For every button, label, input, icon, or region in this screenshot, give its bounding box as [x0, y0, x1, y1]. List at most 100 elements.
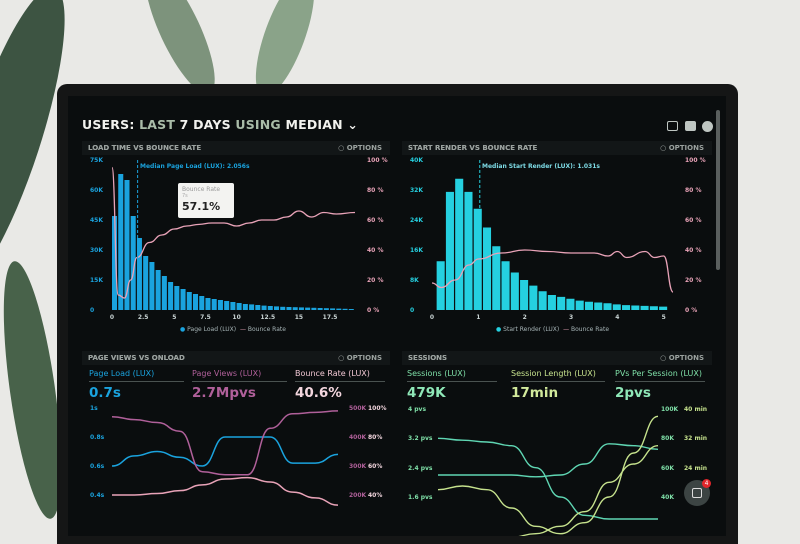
histogram-bar	[292, 307, 298, 310]
histogram-bar	[124, 180, 130, 310]
y-tick-label: 4 pvs	[408, 406, 426, 413]
metric-label: Page Views (LUX)	[192, 369, 287, 382]
y-tick-label: 30K	[90, 247, 103, 254]
y-tick-label: 75K	[90, 157, 103, 164]
histogram-bar	[348, 309, 354, 310]
y3-tick-label: 40 min	[684, 406, 707, 413]
y-tick-label: 16K	[410, 247, 423, 254]
y2-tick-label: 400K	[349, 434, 367, 441]
series-line	[111, 410, 339, 476]
x-tick-label: 2	[523, 314, 527, 321]
y2-tick-label: 60 %	[367, 217, 383, 224]
histogram-bar	[529, 285, 538, 310]
y-tick-label: 1s	[90, 405, 98, 412]
chart-title: START RENDER VS BOUNCE RATE	[408, 144, 538, 152]
page-title[interactable]: USERS: LAST 7 DAYS USING MEDIAN ⌄	[82, 117, 358, 132]
title-last: LAST	[139, 117, 176, 132]
histogram-bar	[112, 216, 118, 310]
options-button[interactable]: ○ OPTIONS	[338, 144, 382, 152]
scrollbar[interactable]	[716, 110, 720, 270]
y-tick-label: 0.8s	[90, 434, 105, 441]
title-range: 7 DAYS	[179, 117, 231, 132]
options-label: OPTIONS	[346, 144, 382, 152]
y2-tick-label: 300K	[349, 463, 367, 470]
monitor-icon[interactable]	[667, 121, 678, 131]
histogram-bar	[547, 295, 556, 310]
y3-tick-label: 60%	[368, 463, 382, 470]
histogram-bar	[305, 307, 311, 310]
chat-icon	[692, 488, 702, 498]
metric-label: Session Length (LUX)	[511, 369, 605, 382]
y-tick-label: 1.6 pvs	[408, 494, 433, 501]
bounce-rate-line	[431, 249, 674, 293]
metric-value: 40.6%	[295, 385, 342, 401]
histogram-bar	[323, 308, 329, 310]
histogram-bar	[155, 270, 161, 310]
histogram-bar	[261, 305, 267, 310]
tooltip-sub: 7s	[182, 193, 188, 199]
series-line	[437, 443, 659, 478]
histogram-bar	[492, 246, 501, 310]
x-tick-label: 1	[476, 314, 480, 321]
histogram-bar	[445, 191, 454, 310]
panel-title: START RENDER VS BOUNCE RATE	[408, 144, 538, 152]
histogram-bar	[455, 178, 464, 310]
options-button[interactable]: ○ OPTIONS	[338, 354, 382, 362]
panel-title: SESSIONS	[408, 354, 448, 362]
y2-tick-label: 20 %	[685, 277, 701, 284]
histogram-bar	[482, 227, 492, 310]
y2-tick-label: 80 %	[685, 187, 701, 194]
y2-tick-label: 40 %	[367, 247, 383, 254]
y2-tick-label: 500K	[349, 405, 367, 412]
panel-header-load: LOAD TIME VS BOUNCE RATE LOAD TIME VS BOU…	[82, 141, 390, 155]
y3-tick-label: 32 min	[684, 435, 707, 442]
histogram-bar	[174, 286, 180, 310]
y2-tick-label: 60K	[661, 465, 674, 472]
histogram-bar	[224, 301, 230, 310]
chevron-down-icon[interactable]: ⌄	[347, 117, 359, 132]
panel-title: LOAD TIME VS BOUNCE RATE	[88, 144, 202, 152]
legend-label: Bounce Rate	[247, 326, 286, 333]
x-tick-label: 15	[295, 314, 303, 321]
x-tick-label: 0	[110, 314, 114, 321]
histogram-bar	[342, 308, 348, 310]
y-tick-label: 0	[410, 307, 414, 314]
y-tick-label: 24K	[410, 217, 423, 224]
histogram-bar	[286, 307, 292, 310]
share-icon[interactable]	[685, 121, 696, 131]
metric-label: PVs Per Session (LUX)	[615, 369, 705, 382]
histogram-bar	[186, 292, 192, 310]
x-tick-label: 7.5	[200, 314, 211, 321]
metric-value: 17min	[511, 385, 559, 401]
x-tick-label: 12.5	[260, 314, 275, 321]
title-users: USERS:	[82, 117, 135, 132]
histogram-bar	[566, 298, 575, 310]
metric-value: 2.7Mpvs	[192, 385, 256, 401]
help-icon[interactable]	[702, 121, 713, 132]
histogram-bar	[612, 304, 621, 310]
x-tick-label: 17.5	[323, 314, 338, 321]
y2-tick-label: 60 %	[685, 217, 701, 224]
histogram-bar	[255, 305, 261, 310]
y2-tick-label: 200K	[349, 492, 367, 499]
legend-render[interactable]: ● Start Render (LUX) — Bounce Rate	[496, 326, 610, 333]
histogram-bar	[168, 282, 174, 310]
options-label: OPTIONS	[346, 354, 382, 362]
histogram-bar	[649, 306, 658, 310]
y-tick-label: 0.4s	[90, 492, 105, 499]
notification-badge: 4	[702, 479, 711, 488]
histogram-bar	[193, 294, 199, 310]
legend-label: Start Render (LUX)	[503, 326, 560, 333]
x-tick-label: 5	[172, 314, 176, 321]
legend-load[interactable]: ● Page Load (LUX) — Bounce Rate	[180, 326, 286, 333]
y-tick-label: 2.4 pvs	[408, 465, 433, 472]
histogram-bar	[130, 216, 136, 310]
options-button[interactable]: ○ OPTIONS	[660, 354, 704, 362]
y-tick-label: 45K	[90, 217, 103, 224]
histogram-bar	[118, 174, 124, 310]
options-button[interactable]: ○ OPTIONS	[660, 144, 704, 152]
y2-tick-label: 0 %	[685, 307, 697, 314]
y-tick-label: 60K	[90, 187, 103, 194]
y2-tick-label: 100 %	[367, 157, 388, 164]
chart-title: LOAD TIME VS BOUNCE RATE	[88, 144, 202, 152]
